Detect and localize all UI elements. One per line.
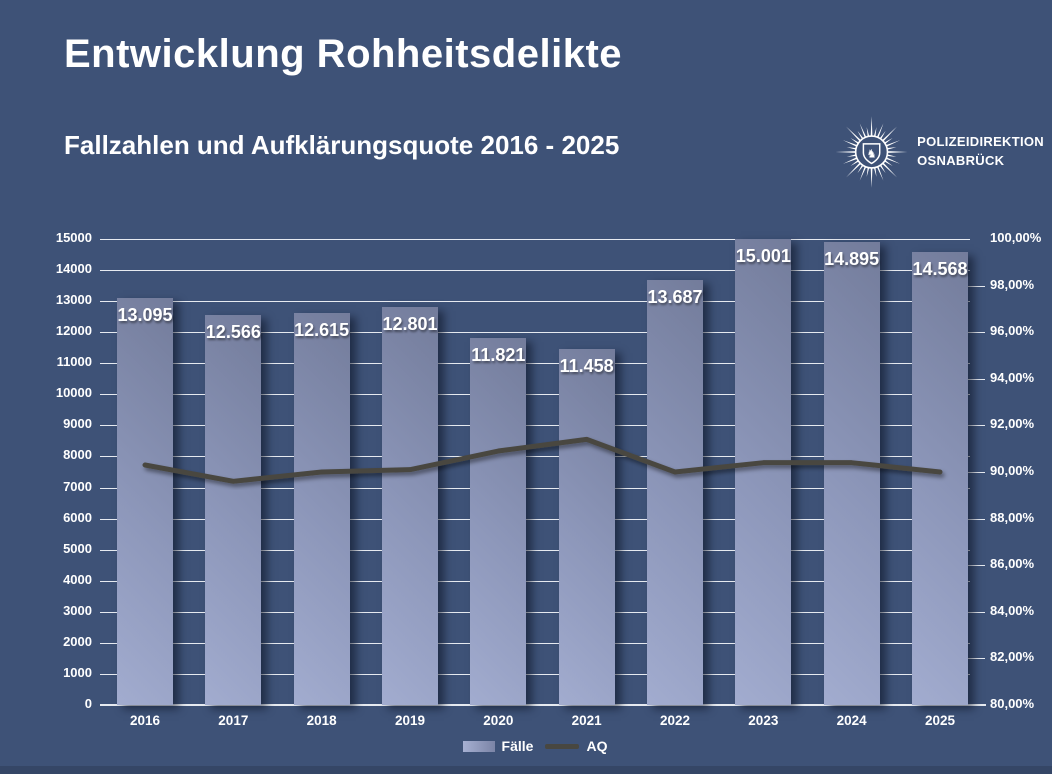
gridline [100, 301, 970, 303]
bar-value-label: 11.821 [471, 344, 526, 365]
y-axis-label-right: 100,00% [990, 230, 1042, 245]
y-axis-label-right: 84,00% [990, 602, 1035, 618]
bar-value-label: 15.001 [735, 245, 791, 266]
right-axis-major-tick [968, 472, 985, 473]
bar-2018 [293, 313, 350, 705]
gridline [100, 270, 970, 272]
bar-2019 [382, 307, 438, 705]
y-axis-label-right: 80,00% [990, 696, 1035, 711]
y-axis-label-left: 8000 [63, 447, 92, 463]
bar-2020 [470, 337, 527, 705]
gridline [100, 394, 970, 396]
y-axis-label-left: 15000 [55, 230, 92, 245]
bar-value-label: 14.895 [824, 249, 880, 270]
legend-label-aq: AQ [586, 738, 608, 754]
x-axis-label: 2019 [394, 713, 426, 728]
y-axis-label-left: 2000 [63, 633, 92, 649]
y-axis-label-left: 5000 [63, 540, 92, 556]
y-axis-label-left: 0 [84, 696, 92, 711]
right-axis-major-tick [968, 425, 985, 427]
y-axis-label-right: 88,00% [990, 509, 1035, 525]
y-axis-label-left: 13000 [55, 292, 92, 308]
legend-item-aq: AQ [545, 738, 607, 754]
y-axis-label-left: 7000 [63, 478, 92, 494]
legend-label-faelle: Fälle [501, 738, 534, 754]
y-axis-label-right: 92,00% [990, 416, 1035, 432]
police-logo: ♞ POLIZEIDIREKTION OSNABRÜCK [834, 104, 1044, 200]
x-axis-line [100, 704, 986, 706]
gridline [100, 611, 970, 613]
gridline [100, 425, 970, 427]
bar-value-label: 11.458 [559, 356, 614, 377]
legend-bar-swatch-icon [462, 740, 495, 752]
right-axis-major-tick [968, 285, 985, 287]
bar-2016 [117, 298, 173, 705]
y-axis-label-left: 10000 [55, 385, 92, 401]
right-axis-major-tick [968, 378, 985, 380]
right-axis-major-tick [968, 658, 985, 660]
x-axis-label: 2023 [748, 713, 779, 728]
y-axis-label-left: 3000 [63, 602, 92, 618]
bar-value-label: 13.687 [647, 286, 703, 307]
right-axis-major-tick [968, 565, 985, 567]
gridline [100, 642, 970, 644]
footer-strip [0, 766, 1052, 774]
x-axis-label: 2022 [659, 713, 691, 728]
x-axis-label: 2016 [129, 713, 161, 728]
x-axis-label: 2024 [836, 713, 867, 728]
bar-value-label: 14.568 [912, 259, 968, 280]
y-axis-label-left: 9000 [63, 416, 92, 432]
y-axis-label-left: 1000 [63, 664, 92, 680]
y-axis-label-right: 86,00% [990, 556, 1035, 572]
bar-2021 [558, 349, 615, 705]
y-axis-label-left: 11000 [56, 354, 92, 370]
right-axis-major-tick [968, 518, 985, 520]
police-star-icon: ♞ [835, 116, 908, 188]
legend-item-faelle: Fälle [462, 738, 534, 754]
bar-2024 [823, 242, 880, 705]
bar-2022 [647, 279, 703, 705]
gridline [100, 580, 970, 582]
bar-value-label: 12.801 [382, 314, 438, 335]
y-axis-label-left: 6000 [63, 509, 92, 525]
svg-text:♞: ♞ [866, 147, 876, 161]
gridline [100, 363, 970, 365]
y-axis-label-left: 12000 [55, 323, 92, 339]
bar-value-label: 12.566 [205, 321, 261, 342]
gridline [100, 332, 970, 334]
gridline [100, 518, 970, 520]
bar-2023 [735, 238, 792, 705]
bar-2017 [205, 314, 262, 705]
right-axis-major-tick [968, 332, 985, 334]
bar-value-label: 12.615 [294, 320, 350, 341]
chart-legend: Fälle AQ [100, 735, 970, 757]
y-axis-label-right: 96,00% [990, 323, 1035, 339]
page-title: Entwicklung Rohheitsdelikte [64, 32, 623, 76]
y-axis-label-right: 82,00% [990, 649, 1035, 665]
logo-org-line1: POLIZEIDIREKTION [917, 134, 1044, 150]
x-axis-label: 2017 [218, 713, 249, 728]
gridline [100, 239, 970, 240]
x-axis-label: 2025 [924, 713, 956, 728]
x-axis-label: 2021 [571, 713, 602, 728]
y-axis-label-left: 4000 [63, 571, 92, 587]
y-axis-label-left: 14000 [55, 261, 92, 277]
legend-line-swatch-icon [545, 743, 580, 749]
bar-2025 [912, 252, 968, 705]
gridline [100, 673, 970, 675]
x-axis-label: 2018 [306, 713, 337, 728]
y-axis-label-right: 90,00% [990, 463, 1035, 478]
y-axis-label-right: 98,00% [990, 276, 1035, 292]
page-subtitle: Fallzahlen und Aufklärungsquote 2016 - 2… [64, 130, 620, 160]
logo-text: POLIZEIDIREKTION OSNABRÜCK [917, 133, 1044, 171]
right-axis-major-tick [968, 611, 985, 613]
logo-org-line2: OSNABRÜCK [917, 153, 1005, 168]
y-axis-label-right: 94,00% [990, 369, 1035, 385]
x-axis-label: 2020 [483, 713, 514, 728]
gridline [100, 487, 970, 489]
bar-value-label: 13.095 [117, 305, 173, 326]
gridline [100, 549, 970, 551]
